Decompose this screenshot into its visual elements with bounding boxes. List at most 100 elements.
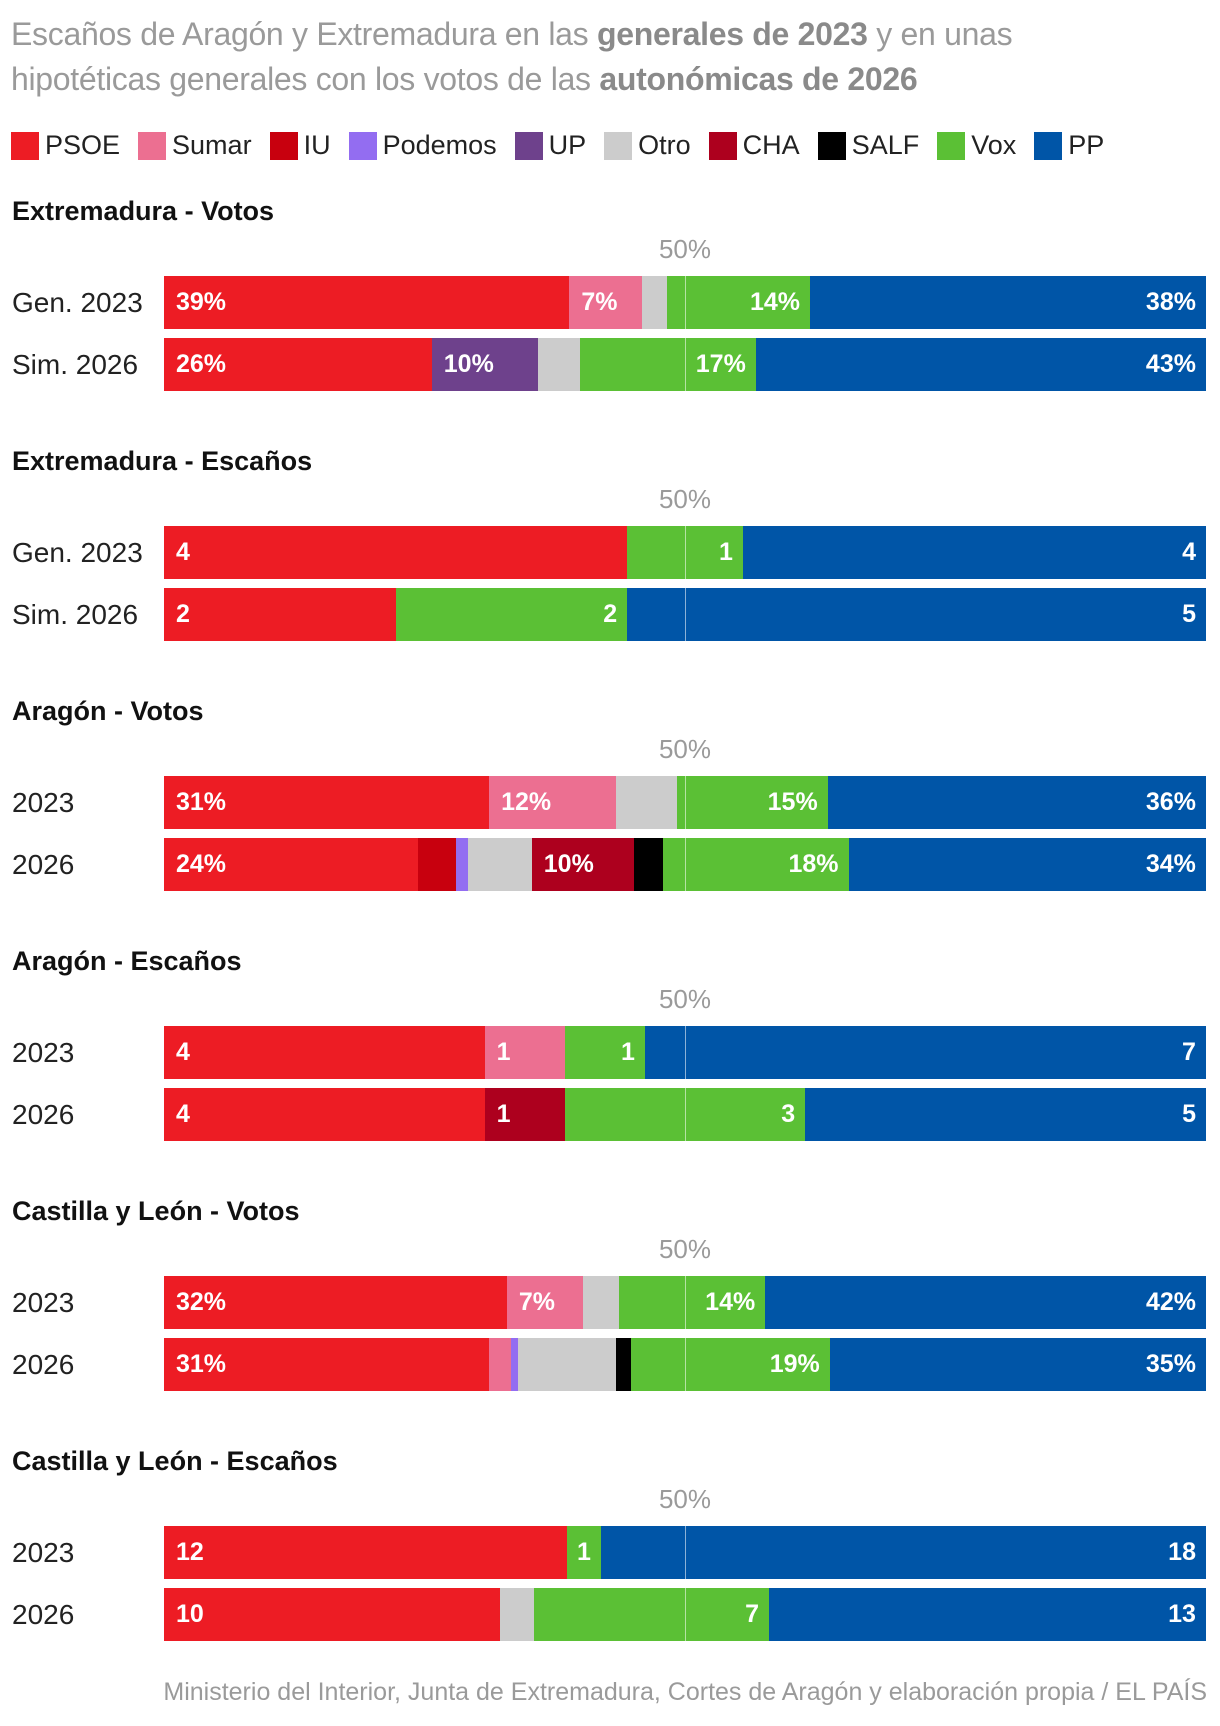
bar-segment-sumar: [489, 1338, 511, 1391]
legend-item-up: UP: [514, 130, 586, 161]
bar-segment-pp: 5: [805, 1088, 1206, 1141]
bar-segment-otro: [538, 338, 580, 391]
bar-segment-sumar: 7%: [569, 276, 643, 329]
midline: [685, 1338, 686, 1391]
bar-segment-vox: 14%: [619, 1276, 766, 1329]
legend-item-podemos: Podemos: [348, 130, 497, 161]
legend-label: Otro: [638, 130, 691, 160]
stacked-bar: 4 1 3 5: [164, 1088, 1206, 1141]
bar-segment-otro: [500, 1588, 534, 1641]
chart-panel: Aragón - Votos 50% 2023 31% 12% 15% 36% 2026 24%…: [0, 696, 1220, 946]
legend-swatch: [817, 131, 846, 160]
segment-value-label: 1: [577, 1538, 591, 1566]
bar-segment-psoe: 12: [164, 1526, 568, 1579]
segment-value-label: 1: [496, 1100, 511, 1128]
legend-label: Sumar: [172, 130, 252, 160]
legend-item-iu: IU: [269, 130, 331, 161]
segment-value-label: 10: [176, 1600, 204, 1628]
segment-value-label: 31%: [176, 788, 227, 816]
legend-swatch: [11, 131, 39, 160]
bar-segment-vox: 17%: [579, 338, 756, 391]
panel-title: Aragón - Escaños: [12, 946, 242, 976]
title-text: y en unas hipotéticas generales con los …: [11, 16, 1013, 97]
midline: [685, 1026, 686, 1079]
row-label: Gen. 2023: [12, 287, 143, 318]
bar-segment-cha: 10%: [531, 838, 634, 891]
bar-segment-psoe: 39%: [164, 276, 570, 329]
segment-value-label: 12%: [501, 788, 552, 816]
legend-item-pp: PP: [1034, 130, 1104, 161]
bar-segment-vox: 1: [564, 1026, 645, 1079]
midline: [685, 1588, 686, 1641]
bar-segment-psoe: 4: [164, 526, 628, 579]
bar-segment-vox: 18%: [663, 838, 849, 891]
segment-value-label: 5: [1182, 600, 1196, 628]
midline-label: 50%: [658, 734, 712, 764]
segment-value-label: 42%: [1145, 1288, 1196, 1316]
row-label: Sim. 2026: [12, 599, 139, 630]
midline: [685, 1276, 686, 1329]
row-label: Gen. 2023: [12, 537, 143, 568]
panel-title: Extremadura - Escaños: [12, 446, 313, 476]
bar-segment-psoe: 31%: [164, 1338, 490, 1391]
bar-segment-psoe: 2: [164, 588, 396, 641]
bar-segment-pp: 35%: [829, 1338, 1206, 1391]
row-label: Sim. 2026: [12, 349, 139, 380]
segment-value-label: 4: [1182, 538, 1196, 566]
legend-swatch: [1034, 131, 1063, 160]
legend-swatch: [348, 131, 377, 160]
segment-value-label: 3: [781, 1100, 796, 1128]
segment-value-label: 14%: [749, 288, 801, 316]
row-label: 2026: [12, 1599, 75, 1630]
chart-title: Escaños de Aragón y Extremadura en las g…: [11, 12, 1161, 102]
segment-value-label: 7%: [581, 288, 618, 316]
midline: [685, 526, 686, 579]
row-label: 2023: [12, 1537, 75, 1568]
legend-label: Podemos: [382, 130, 497, 160]
segment-value-label: 17%: [695, 350, 746, 378]
segment-value-label: 34%: [1145, 850, 1196, 878]
segment-value-label: 31%: [176, 1350, 227, 1378]
segment-value-label: 19%: [769, 1350, 820, 1378]
bar-segment-pp: 7: [644, 1026, 1206, 1079]
bar-segment-sumar: 7%: [506, 1276, 583, 1329]
bar-segment-pp: 18: [600, 1526, 1206, 1579]
bar-segment-psoe: 32%: [164, 1276, 507, 1329]
midline-label: 50%: [658, 984, 712, 1014]
row-label: 2026: [12, 1349, 75, 1380]
legend-swatch: [269, 131, 298, 160]
segment-value-label: 12: [176, 1538, 204, 1566]
bar-segment-pp: 34%: [848, 838, 1206, 891]
segment-value-label: 4: [176, 1100, 190, 1128]
segment-value-label: 14%: [705, 1288, 756, 1316]
bar-segment-salf: [633, 838, 664, 891]
segment-value-label: 4: [176, 538, 190, 566]
midline-label: 50%: [658, 234, 712, 264]
legend-item-otro: Otro: [604, 130, 691, 161]
bar-segment-pp: 42%: [765, 1276, 1206, 1329]
legend-swatch: [604, 131, 633, 160]
row-label: 2026: [12, 849, 75, 880]
bar-segment-pp: 43%: [755, 338, 1206, 391]
legend-label: PP: [1068, 130, 1105, 160]
chart-panel: Aragón - Escaños 50% 2023 4 1 1 7 2026 4 1 3 5: [0, 946, 1220, 1196]
legend-item-sumar: Sumar: [138, 130, 252, 161]
chart-panel: Extremadura - Escaños 50% Gen. 2023 4 1 4 Sim.…: [0, 446, 1220, 696]
bar-segment-pp: 4: [742, 526, 1206, 579]
segment-value-label: 7: [745, 1600, 760, 1628]
midline: [685, 1526, 686, 1579]
midline: [685, 838, 686, 891]
chart-panel: Castilla y León - Escaños 50% 2023 12 1 18 202…: [0, 1446, 1220, 1696]
panel-title: Castilla y León - Escaños: [12, 1446, 338, 1476]
stacked-bar: 4 1 4: [164, 526, 1206, 579]
row-label: 2023: [12, 787, 75, 818]
bar-segment-podemos: [455, 838, 469, 891]
segment-value-label: 26%: [176, 350, 227, 378]
segment-value-label: 15%: [767, 788, 818, 816]
panel-title: Aragón - Votos: [12, 696, 204, 726]
segment-value-label: 13: [1168, 1600, 1196, 1628]
bar-segment-psoe: 10: [164, 1588, 501, 1641]
midline-label: 50%: [658, 484, 712, 514]
bar-segment-vox: 3: [564, 1088, 806, 1141]
segment-value-label: 7%: [518, 1288, 555, 1316]
